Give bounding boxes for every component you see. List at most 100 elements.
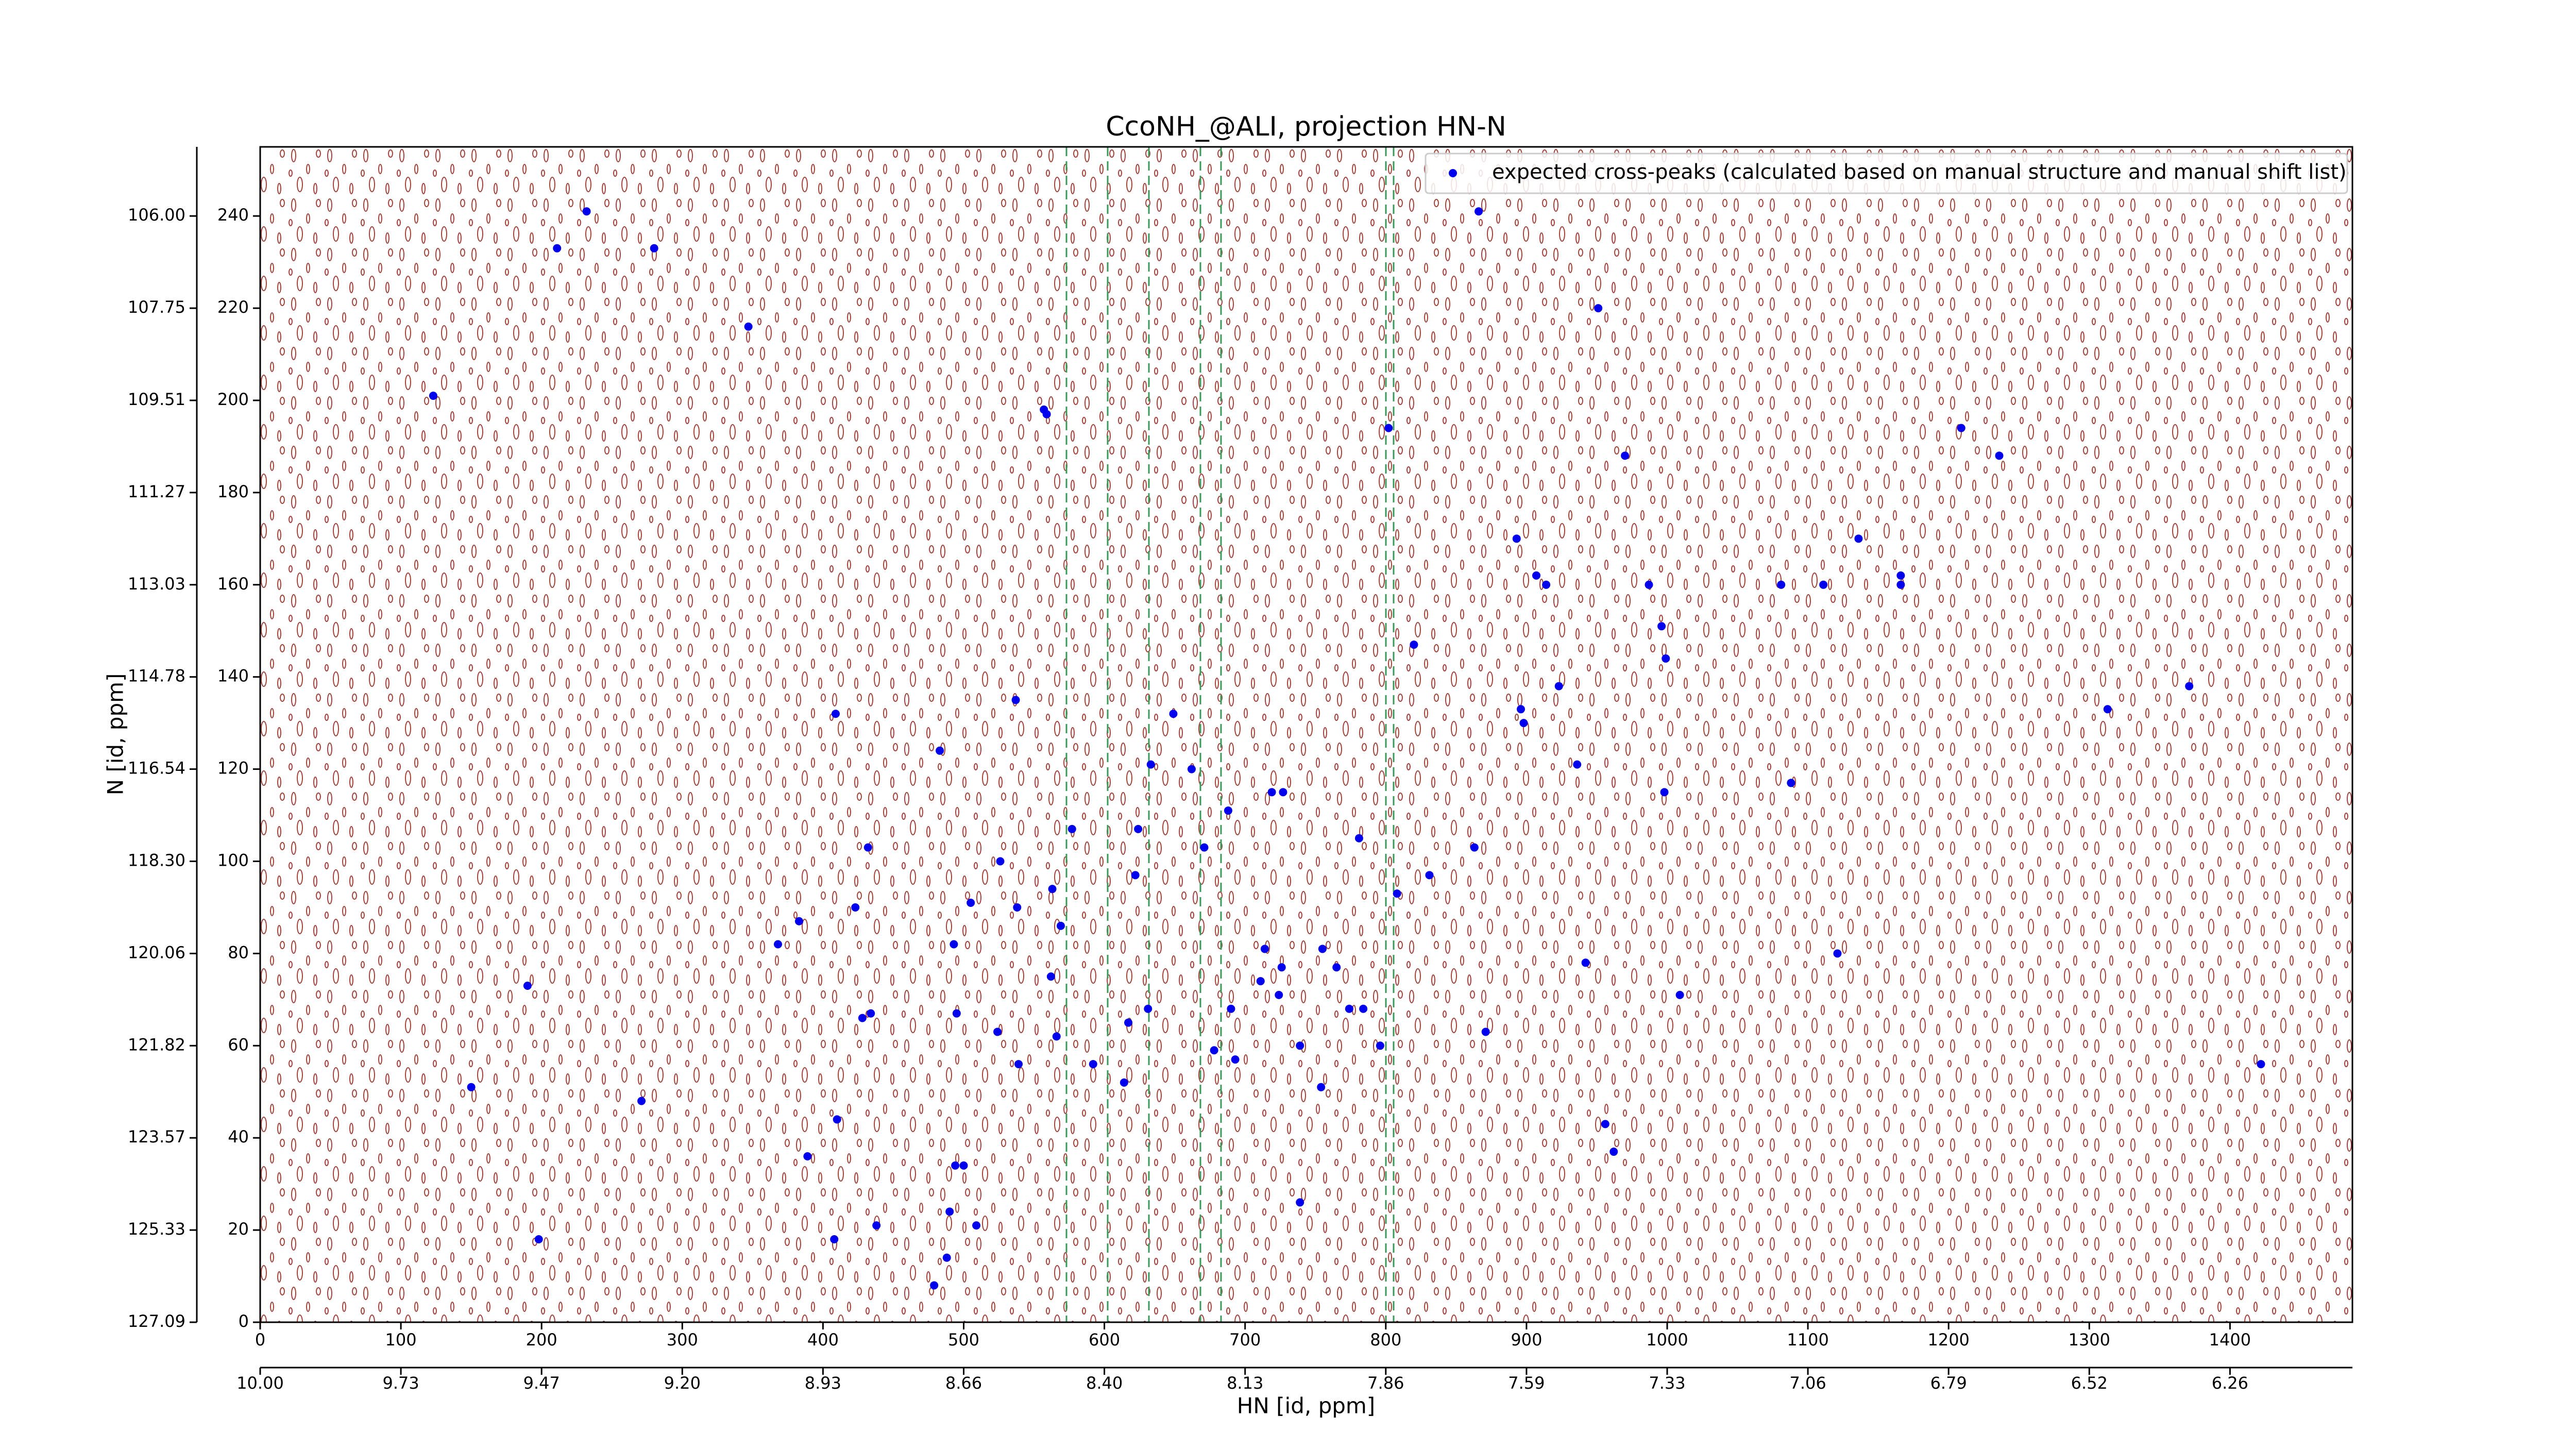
cross-peak — [523, 982, 532, 990]
cross-peak — [1056, 921, 1065, 930]
y-tick-label: 0 — [239, 1311, 249, 1331]
cross-peak — [774, 940, 783, 949]
x-tick-label: 1000 — [1646, 1330, 1688, 1350]
x-tick-label: 100 — [385, 1330, 417, 1350]
y2-tick-label: 106.00 — [128, 205, 185, 225]
x-tick-label: 1200 — [1927, 1330, 1969, 1350]
cross-peak — [553, 244, 562, 252]
cross-peak — [2257, 1060, 2265, 1069]
cross-peak — [1995, 451, 2004, 460]
cross-peak — [1359, 1004, 1368, 1013]
cross-peak — [1410, 641, 1418, 649]
cross-peak — [1787, 779, 1795, 787]
cross-peak — [1277, 963, 1286, 972]
cross-peak — [1896, 580, 1905, 589]
cross-peak — [1279, 788, 1287, 797]
y2-tick-label: 109.51 — [128, 390, 185, 409]
y-tick-label: 220 — [217, 297, 249, 317]
cross-peak — [1275, 990, 1283, 999]
cross-peak — [1516, 705, 1525, 714]
cross-peak — [858, 1014, 867, 1022]
cross-peak — [1120, 1078, 1128, 1087]
cross-peak — [1169, 710, 1178, 718]
cross-peak — [1089, 1060, 1097, 1069]
y-tick-label: 20 — [228, 1219, 249, 1239]
x2-tick-label: 6.52 — [2071, 1373, 2108, 1393]
plot-frame — [259, 146, 2353, 1323]
x-tick-label: 900 — [1511, 1330, 1542, 1350]
cross-peak — [1621, 451, 1630, 460]
cross-peak — [1124, 1018, 1133, 1027]
x-tick-label: 200 — [526, 1330, 557, 1350]
cross-peak — [950, 940, 958, 949]
cross-peak — [803, 1152, 812, 1160]
cross-peak — [1048, 885, 1057, 894]
cross-peak — [972, 1221, 981, 1230]
y-axis-label: N [id, ppm] — [103, 673, 128, 796]
cross-peak — [1657, 622, 1666, 631]
y-tick-label: 200 — [217, 390, 249, 409]
x2-tick-label: 7.59 — [1508, 1373, 1545, 1393]
cross-peak — [1896, 571, 1905, 580]
x2-tick-label: 8.13 — [1227, 1373, 1263, 1393]
cross-peak — [2103, 705, 2112, 714]
x2-tick-label: 7.86 — [1367, 1373, 1404, 1393]
cross-peak — [1146, 760, 1155, 769]
x-tick-label: 600 — [1089, 1330, 1120, 1350]
y2-tick-label: 113.03 — [128, 574, 185, 594]
legend-box — [1425, 153, 2348, 194]
cross-peak — [1267, 788, 1276, 797]
cross-peak — [1777, 580, 1786, 589]
cross-peak — [936, 746, 944, 755]
y-tick-label: 100 — [217, 850, 249, 870]
cross-peak — [1601, 1120, 1609, 1128]
cross-peak — [996, 857, 1005, 866]
cross-peak — [1318, 945, 1327, 953]
y2-tick-label: 123.57 — [128, 1127, 185, 1147]
contour-ridges — [1065, 147, 1395, 1322]
x-tick-label: 400 — [807, 1330, 839, 1350]
y2-tick-label: 120.06 — [128, 942, 185, 962]
cross-peak — [1187, 765, 1196, 773]
cross-peak — [1512, 534, 1521, 543]
chart-title: CcoNH_@ALI, projection HN-N — [1106, 111, 1506, 142]
cross-peak — [1227, 1004, 1235, 1013]
cross-peak — [1042, 410, 1051, 418]
cross-peak — [945, 1207, 954, 1216]
x-axis-label: HN [id, ppm] — [1237, 1393, 1375, 1419]
cross-peak — [1067, 824, 1076, 833]
x-tick-label: 700 — [1229, 1330, 1261, 1350]
cross-peak — [1384, 424, 1393, 432]
cross-peak — [744, 322, 753, 331]
cross-peak — [1475, 207, 1483, 216]
cross-peak — [1200, 843, 1209, 852]
cross-peak — [582, 207, 591, 216]
cross-peak — [1542, 580, 1551, 589]
cross-peak — [1134, 824, 1143, 833]
cross-peak — [1046, 972, 1055, 981]
cross-peak — [1231, 1055, 1240, 1064]
x-tick-label: 300 — [667, 1330, 698, 1350]
cross-peak — [1662, 654, 1670, 663]
cross-peak — [1345, 1004, 1353, 1013]
cross-peak — [1354, 834, 1363, 843]
cross-peak — [1675, 990, 1684, 999]
x2-tick-label: 7.33 — [1649, 1373, 1685, 1393]
cross-peak — [1532, 571, 1541, 580]
cross-peak — [467, 1083, 476, 1091]
x2-tick-label: 6.26 — [2212, 1373, 2248, 1393]
y-tick-label: 40 — [228, 1127, 249, 1147]
y2-tick-label: 114.78 — [128, 666, 185, 686]
cross-peak — [429, 392, 437, 400]
cross-peak — [833, 1115, 841, 1124]
cross-peak — [794, 917, 803, 925]
x2-tick-label: 8.40 — [1086, 1373, 1123, 1393]
y-tick-label: 240 — [217, 205, 249, 225]
legend: expected cross-peaks (calculated based o… — [1425, 153, 2348, 194]
cross-peak — [1256, 977, 1265, 986]
x2-tick-label: 6.79 — [1930, 1373, 1967, 1393]
cross-peak — [1957, 424, 1965, 432]
cross-peak — [959, 1161, 968, 1170]
cross-peak — [1131, 871, 1140, 880]
cross-peak — [1260, 945, 1269, 953]
